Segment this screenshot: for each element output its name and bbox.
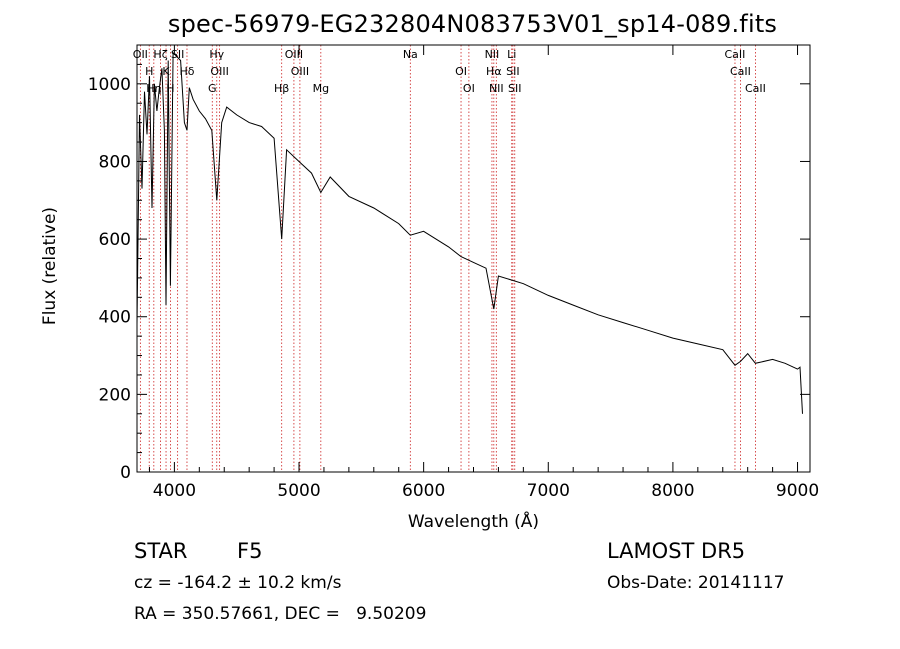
obs-date-text: Obs-Date: 20141117: [607, 573, 785, 593]
x-tick-label: 8000: [651, 481, 694, 501]
survey-label: LAMOST DR5: [607, 539, 746, 563]
line-marker-label: CaII: [725, 48, 746, 61]
line-marker-label: Mg: [313, 82, 329, 95]
line-marker-label: H: [145, 65, 153, 78]
line-label-group: OIIHHηHζKHSIIHδGHγOIIIHβOIIIOIIIMgNaOIOI…: [133, 48, 766, 95]
line-marker-label: SII: [508, 82, 521, 95]
line-marker-label: Li: [507, 48, 516, 61]
line-marker-label: OIII: [285, 48, 303, 61]
y-tick-label: 400: [99, 308, 131, 328]
plot-frame: [136, 44, 811, 473]
line-marker-group: [139, 45, 756, 472]
plot-title: spec-56979-EG232804N083753V01_sp14-089.f…: [167, 10, 778, 38]
line-marker-label: OII: [133, 48, 148, 61]
redshift-text: cz = -164.2 ± 10.2 km/s: [134, 573, 342, 593]
x-tick-label: 5000: [277, 481, 320, 501]
line-marker-label: H: [166, 82, 174, 95]
y-tick-label: 600: [99, 230, 131, 250]
x-tick-label: 7000: [527, 481, 570, 501]
y-tick-label: 200: [99, 385, 131, 405]
line-marker-label: OI: [455, 65, 467, 78]
x-axis: 4000 5000 6000 7000 8000 9000: [148, 45, 819, 501]
x-axis-label: Wavelength (Å): [407, 512, 540, 532]
line-marker-label: OIII: [210, 65, 228, 78]
line-marker-label: Hβ: [274, 82, 289, 95]
object-class: STAR: [134, 539, 188, 563]
line-marker-label: NII: [485, 48, 500, 61]
line-marker-label: SII: [506, 65, 519, 78]
line-marker-label: G: [208, 82, 217, 95]
y-axis-label: Flux (relative): [40, 206, 60, 326]
spectrum-line: [136, 51, 803, 414]
y-tick-label: 800: [99, 152, 131, 172]
line-marker-label: Hζ: [153, 48, 167, 61]
object-subclass: F5: [237, 539, 263, 563]
y-tick-label: 0: [120, 463, 131, 483]
y-tick-label: 1000: [88, 75, 131, 95]
line-marker-label: Hδ: [179, 65, 194, 78]
x-tick-label: 4000: [153, 481, 196, 501]
line-marker-label: Hγ: [209, 48, 224, 61]
line-marker-label: OI: [463, 82, 475, 95]
line-marker-label: CaII: [730, 65, 751, 78]
line-marker-label: CaII: [745, 82, 766, 95]
line-marker-label: OIII: [291, 65, 309, 78]
x-tick-label: 9000: [776, 481, 819, 501]
x-tick-label: 6000: [402, 481, 445, 501]
coordinates-text: RA = 350.57661, DEC = 9.50209: [134, 604, 427, 624]
line-marker-label: Hα: [486, 65, 502, 78]
line-marker-label: Na: [403, 48, 418, 61]
line-marker-label: K: [162, 65, 170, 78]
line-marker-label: NII: [489, 82, 504, 95]
y-axis: 0 200 400 600 800 1000: [88, 63, 810, 483]
